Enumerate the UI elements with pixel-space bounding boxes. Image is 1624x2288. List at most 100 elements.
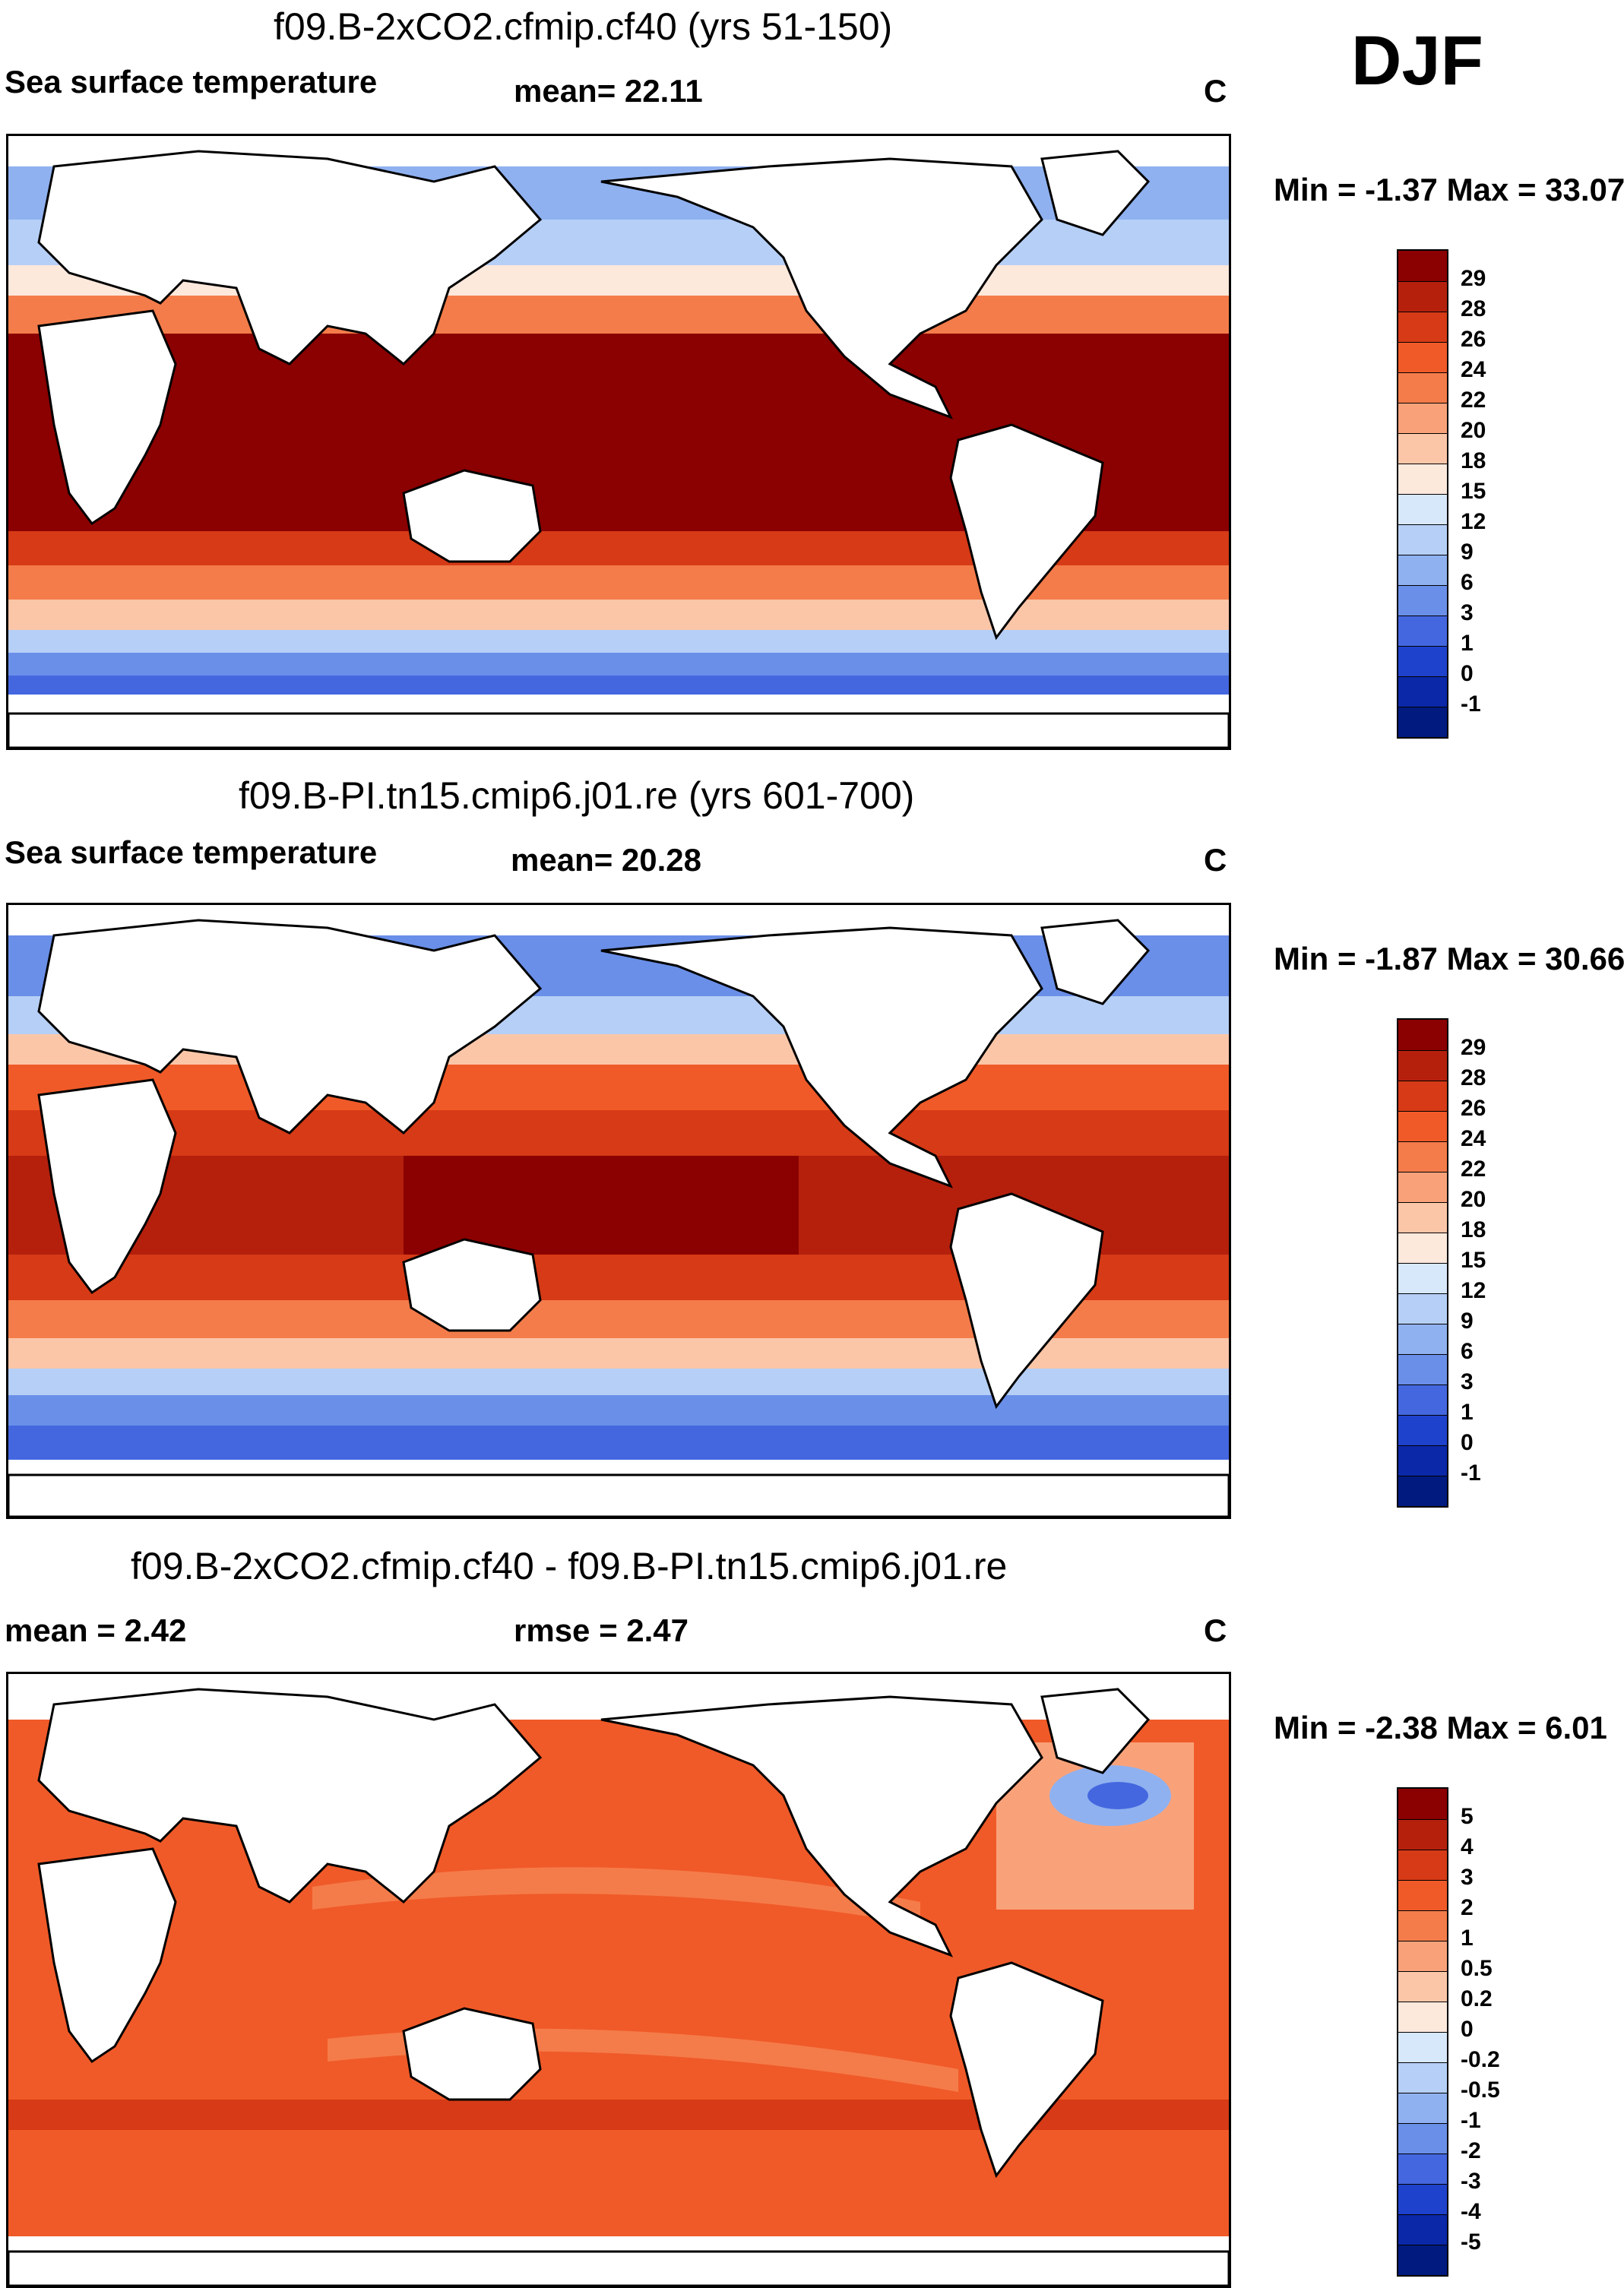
panel-1-title: f09.B-2xCO2.cfmip.cf40 (yrs 51-150) [274, 5, 893, 48]
colorbar-swatch [1398, 1819, 1447, 1850]
colorbar-tick-label: 29 [1461, 1035, 1486, 1060]
colorbar-swatch [1398, 1020, 1447, 1050]
panel-2-colorbar-swatches [1397, 1018, 1448, 1508]
colorbar-tick-label: 28 [1461, 296, 1486, 321]
colorbar-tick-label: 29 [1461, 266, 1486, 291]
colorbar-tick-label: 3 [1461, 1369, 1474, 1394]
panel-3-rmse-label: rmse = 2.47 [514, 1612, 689, 1648]
colorbar-tick-label: -5 [1461, 2229, 1481, 2255]
colorbar-swatch [1398, 251, 1447, 281]
colorbar-tick-label: 0 [1461, 1430, 1474, 1455]
panel-3-difference-field [8, 1674, 1229, 2286]
colorbar-swatch [1398, 2214, 1447, 2245]
colorbar-tick-label: 1 [1461, 1400, 1474, 1425]
colorbar-swatch [1398, 281, 1447, 312]
colorbar-swatch [1398, 342, 1447, 372]
colorbar-swatch [1398, 1172, 1447, 1202]
colorbar-tick-label: -1 [1461, 1460, 1481, 1486]
panel-1-map [6, 134, 1231, 750]
colorbar-swatch [1398, 1476, 1447, 1506]
season-label: DJF [1351, 22, 1483, 100]
panel-3-colorbar [1397, 1787, 1448, 2277]
colorbar-swatch [1398, 676, 1447, 707]
colorbar-tick-label: 26 [1461, 327, 1486, 352]
panel-3-map [6, 1672, 1231, 2288]
panel-2-variable-label: Sea surface temperature [5, 834, 378, 870]
colorbar-swatch [1398, 1263, 1447, 1293]
colorbar-tick-label: 12 [1461, 509, 1486, 534]
colorbar-swatch [1398, 1880, 1447, 1910]
colorbar-tick-label: 18 [1461, 448, 1486, 473]
colorbar-tick-label: -0.5 [1461, 2078, 1500, 2103]
panel-2-mean-label: mean= 20.28 [511, 842, 702, 878]
colorbar-tick-label: 22 [1461, 388, 1486, 413]
colorbar-tick-label: 0 [1461, 661, 1474, 686]
panel-1-mean-label: mean= 22.11 [514, 73, 703, 109]
colorbar-swatch [1398, 1293, 1447, 1324]
colorbar-swatch [1398, 2245, 1447, 2275]
colorbar-tick-label: -1 [1461, 691, 1481, 717]
colorbar-tick-label: 28 [1461, 1065, 1486, 1090]
colorbar-tick-label: 6 [1461, 570, 1474, 595]
panel-1-colorbar [1397, 249, 1448, 739]
colorbar-swatch [1398, 1202, 1447, 1233]
colorbar-tick-label: -0.2 [1461, 2047, 1500, 2072]
colorbar-swatch [1398, 1941, 1447, 1971]
colorbar-swatch [1398, 1415, 1447, 1445]
colorbar-tick-label: 5 [1461, 1804, 1474, 1829]
colorbar-swatch [1398, 1910, 1447, 1941]
panel-2-colorbar [1397, 1018, 1448, 1508]
colorbar-swatch [1398, 1850, 1447, 1880]
colorbar-swatch [1398, 464, 1447, 494]
colorbar-swatch [1398, 2002, 1447, 2032]
colorbar-swatch [1398, 1385, 1447, 1415]
colorbar-swatch [1398, 555, 1447, 585]
panel-1-sst-field [8, 136, 1229, 748]
colorbar-swatch [1398, 494, 1447, 524]
panel-2-map [6, 903, 1231, 1519]
panel-1-variable-label: Sea surface temperature [5, 64, 378, 100]
colorbar-tick-label: 6 [1461, 1339, 1474, 1364]
colorbar-tick-label: -2 [1461, 2138, 1481, 2163]
colorbar-swatch [1398, 1354, 1447, 1385]
panel-1-minmax: Min = -1.37 Max = 33.07 [1274, 172, 1624, 207]
colorbar-tick-label: 4 [1461, 1834, 1474, 1859]
colorbar-swatch [1398, 2123, 1447, 2154]
panel-2-units: C [1204, 842, 1227, 878]
colorbar-swatch [1398, 1789, 1447, 1819]
colorbar-swatch [1398, 1971, 1447, 2002]
colorbar-tick-label: 15 [1461, 479, 1486, 504]
colorbar-tick-label: 20 [1461, 1187, 1486, 1212]
colorbar-tick-label: 24 [1461, 1126, 1486, 1151]
colorbar-swatch [1398, 372, 1447, 403]
colorbar-tick-label: 3 [1461, 1865, 1474, 1890]
colorbar-tick-label: -3 [1461, 2169, 1481, 2194]
colorbar-swatch [1398, 1081, 1447, 1111]
colorbar-swatch [1398, 312, 1447, 342]
colorbar-swatch [1398, 2062, 1447, 2093]
colorbar-tick-label: 1 [1461, 631, 1474, 656]
colorbar-tick-label: -1 [1461, 2108, 1481, 2133]
colorbar-tick-label: 20 [1461, 418, 1486, 443]
panel-2-title: f09.B-PI.tn15.cmip6.j01.re (yrs 601-700) [239, 774, 915, 817]
colorbar-swatch [1398, 2032, 1447, 2062]
colorbar-swatch [1398, 1050, 1447, 1081]
panel-3-title: f09.B-2xCO2.cfmip.cf40 - f09.B-PI.tn15.c… [131, 1545, 1008, 1587]
panel-3-units: C [1204, 1612, 1227, 1648]
colorbar-swatch [1398, 1141, 1447, 1172]
colorbar-swatch [1398, 403, 1447, 433]
colorbar-swatch [1398, 616, 1447, 646]
colorbar-swatch [1398, 1445, 1447, 1476]
colorbar-tick-label: 24 [1461, 357, 1486, 382]
panel-2-minmax: Min = -1.87 Max = 30.66 [1274, 941, 1624, 976]
panel-1-colorbar-swatches [1397, 249, 1448, 739]
colorbar-tick-label: 18 [1461, 1217, 1486, 1242]
colorbar-tick-label: -4 [1461, 2199, 1481, 2224]
colorbar-swatch [1398, 1324, 1447, 1354]
colorbar-tick-label: 2 [1461, 1895, 1474, 1920]
colorbar-swatch [1398, 1233, 1447, 1263]
colorbar-tick-label: 12 [1461, 1278, 1486, 1303]
colorbar-tick-label: 26 [1461, 1096, 1486, 1121]
colorbar-tick-label: 9 [1461, 540, 1474, 565]
colorbar-tick-label: 0.2 [1461, 1986, 1493, 2011]
